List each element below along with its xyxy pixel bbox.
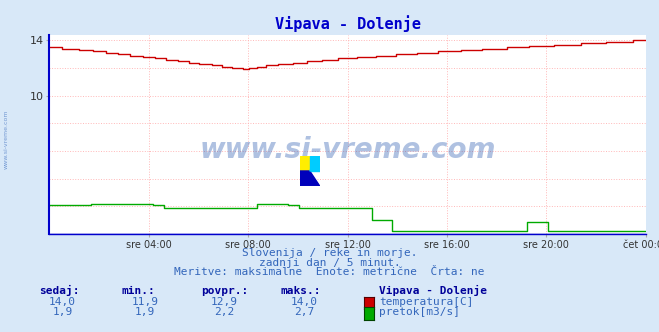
Text: 1,9: 1,9 <box>53 307 72 317</box>
Polygon shape <box>310 156 320 171</box>
Text: 2,7: 2,7 <box>295 307 314 317</box>
Text: 14,0: 14,0 <box>291 297 318 307</box>
Text: 1,9: 1,9 <box>135 307 155 317</box>
Text: 11,9: 11,9 <box>132 297 158 307</box>
Text: zadnji dan / 5 minut.: zadnji dan / 5 minut. <box>258 258 401 268</box>
Text: Slovenija / reke in morje.: Slovenija / reke in morje. <box>242 248 417 258</box>
Text: maks.:: maks.: <box>280 286 320 296</box>
Text: Meritve: maksimalne  Enote: metrične  Črta: ne: Meritve: maksimalne Enote: metrične Črta… <box>174 267 485 277</box>
Polygon shape <box>300 171 320 186</box>
Text: www.si-vreme.com: www.si-vreme.com <box>200 136 496 164</box>
Text: 2,2: 2,2 <box>214 307 234 317</box>
Text: min.:: min.: <box>122 286 156 296</box>
Polygon shape <box>310 156 320 171</box>
Title: Vipava - Dolenje: Vipava - Dolenje <box>275 16 420 32</box>
Text: 12,9: 12,9 <box>211 297 237 307</box>
Text: www.si-vreme.com: www.si-vreme.com <box>4 110 9 169</box>
Text: Vipava - Dolenje: Vipava - Dolenje <box>379 285 487 296</box>
Text: pretok[m3/s]: pretok[m3/s] <box>379 307 460 317</box>
Polygon shape <box>300 156 310 171</box>
Text: povpr.:: povpr.: <box>201 286 248 296</box>
Text: 14,0: 14,0 <box>49 297 76 307</box>
Text: temperatura[C]: temperatura[C] <box>379 297 473 307</box>
Text: sedaj:: sedaj: <box>40 285 80 296</box>
